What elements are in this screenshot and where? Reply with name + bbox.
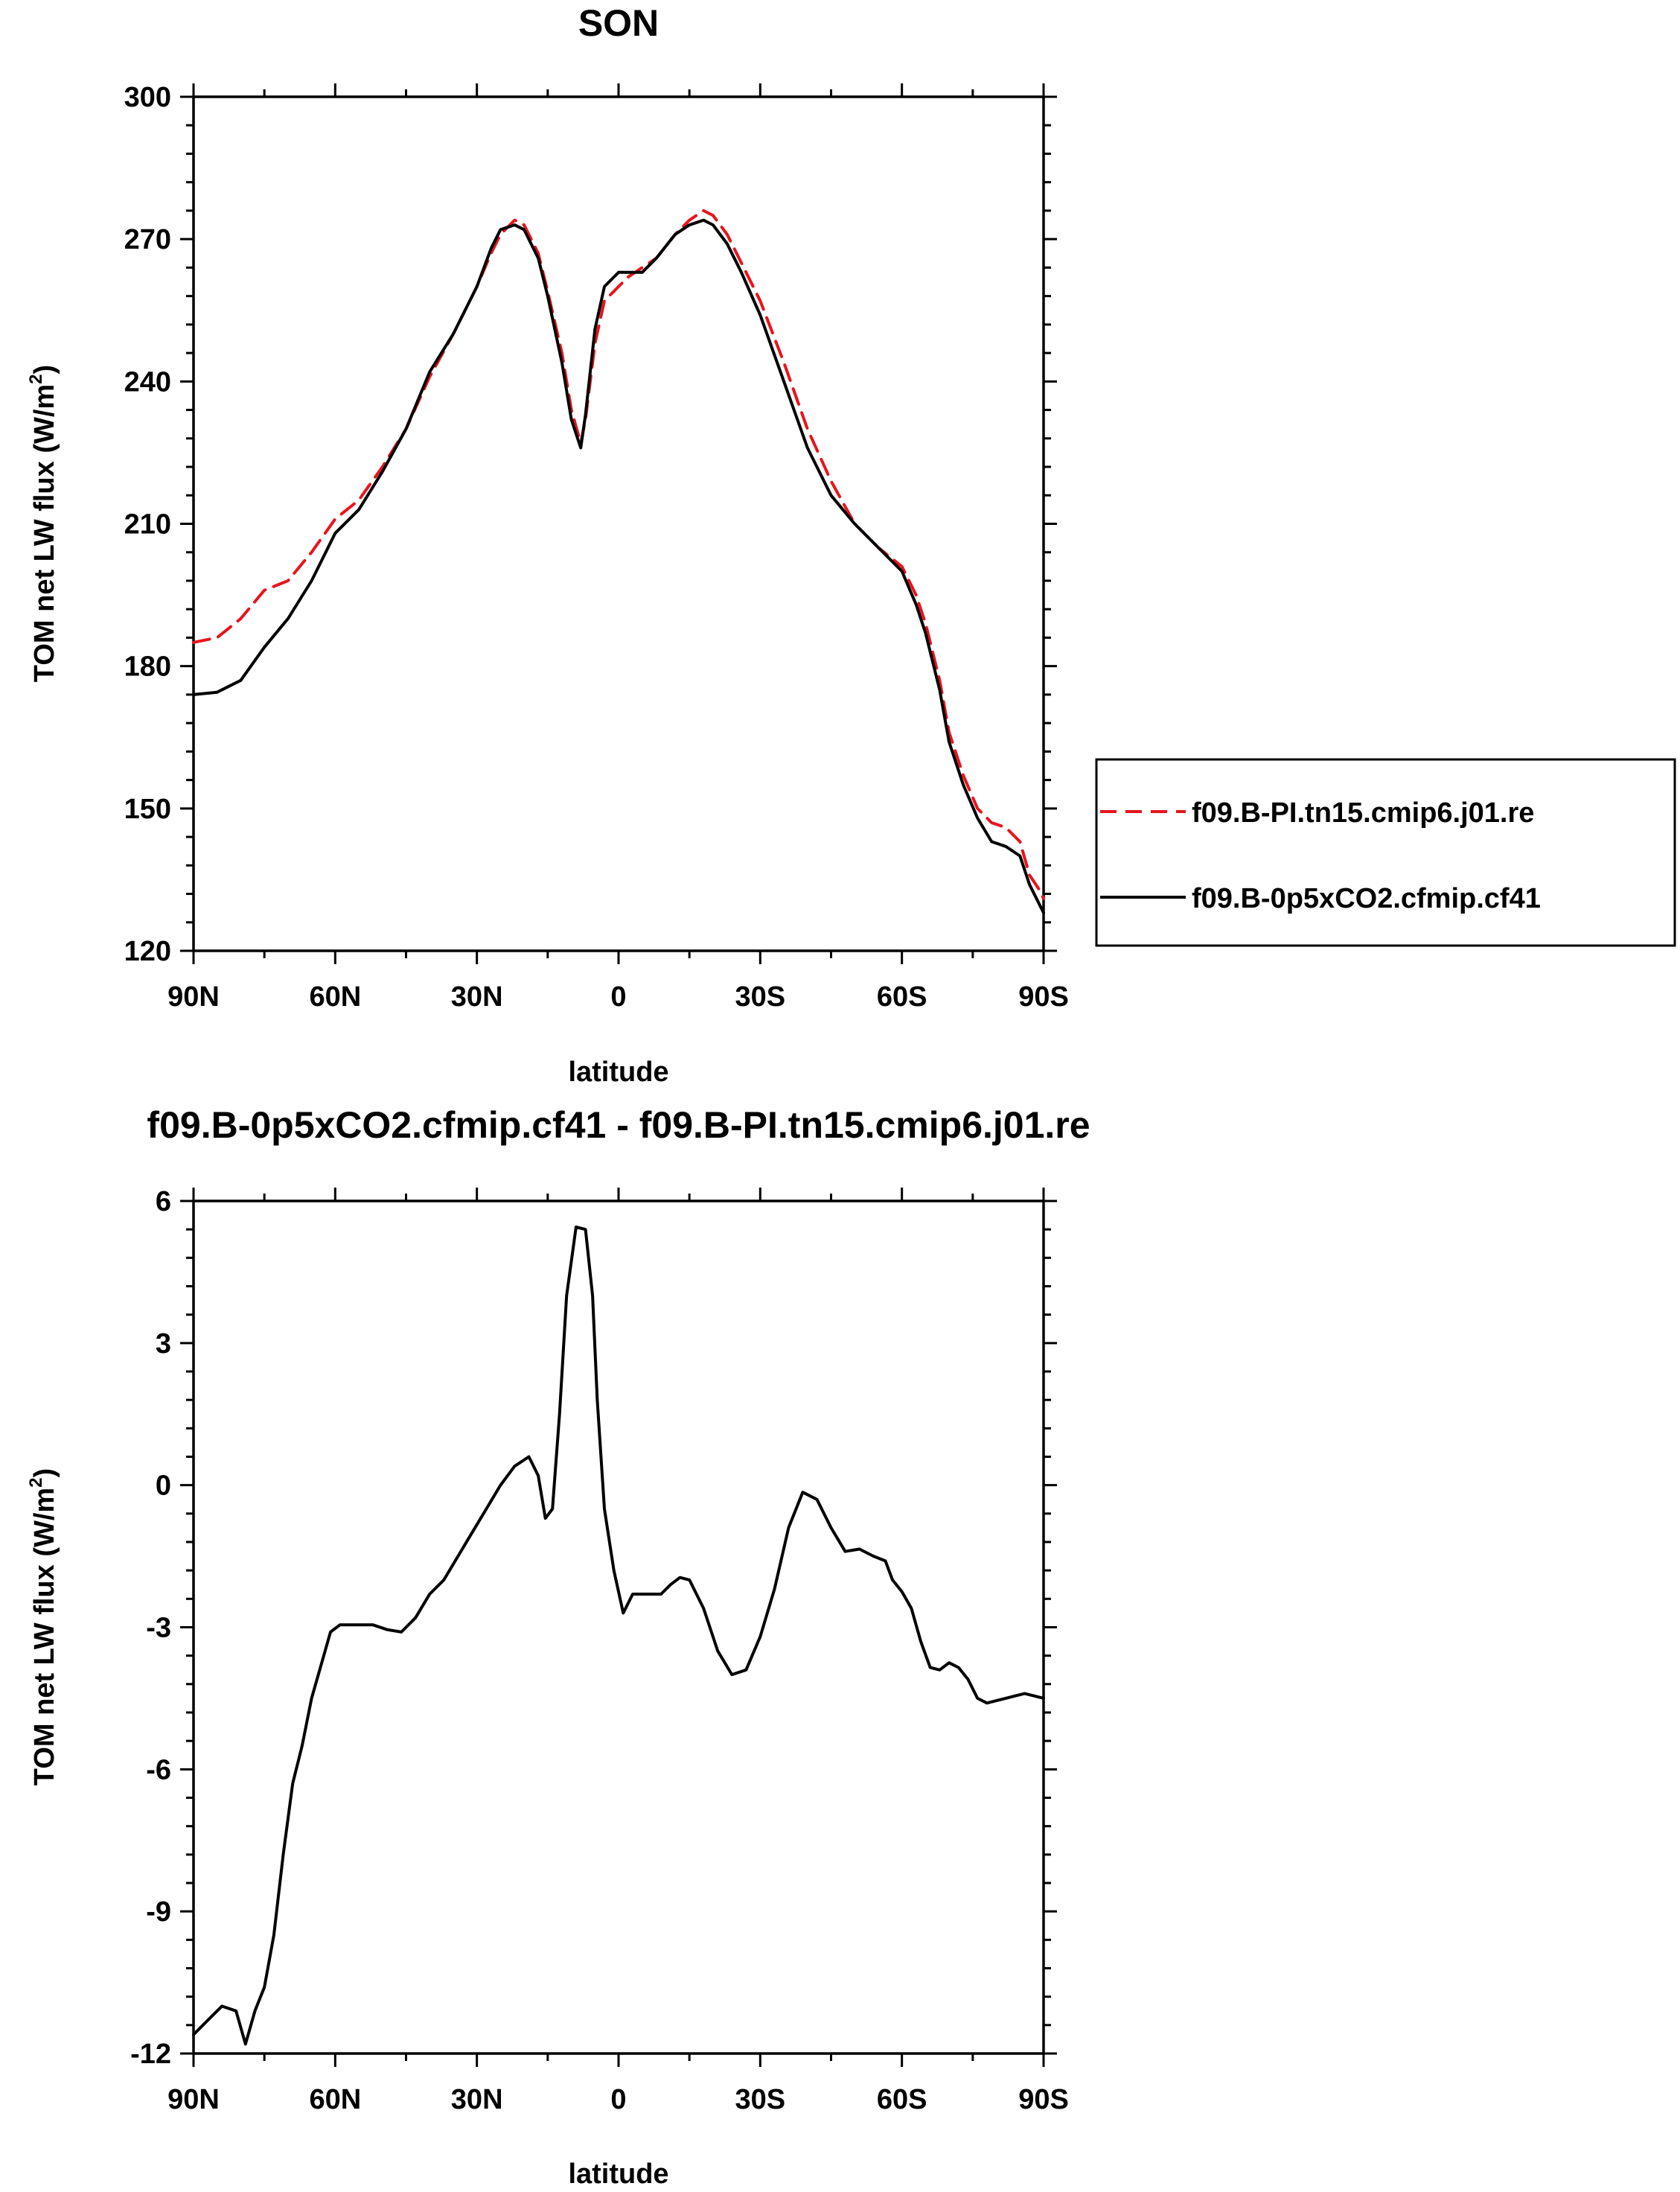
- x-tick-label-bottom: 60N: [309, 2084, 361, 2115]
- y-axis-label-top-sup: 2: [26, 374, 46, 383]
- legend-box: [1095, 758, 1676, 947]
- series-lines-bottom: [192, 1226, 1045, 2046]
- x-axis-label-top: latitude: [568, 1057, 668, 1088]
- ticks-bottom: 90N 60N 30N 0 30S 60S 90S -12 -9 -6 -3 0 3 6: [130, 1186, 1069, 2115]
- series-lines-top: [192, 208, 1045, 914]
- chart-title-top: SON: [578, 2, 659, 44]
- x-tick-label-top: 30N: [451, 981, 503, 1013]
- y-tick-label-top: 150: [124, 794, 171, 825]
- x-tick-label-top: 0: [610, 981, 626, 1013]
- y-tick-label-bottom: -9: [146, 1896, 171, 1928]
- x-tick-label-top: 90S: [1018, 981, 1069, 1013]
- y-tick-label-top: 240: [124, 366, 171, 398]
- y-tick-label-top: 120: [124, 936, 171, 967]
- y-axis-label-top: TOM net LW flux (W/m2): [26, 365, 60, 682]
- x-tick-label-bottom: 30N: [451, 2084, 503, 2115]
- y-tick-label-bottom: -3: [146, 1613, 171, 1644]
- y-tick-label-top: 180: [124, 651, 171, 683]
- x-tick-label-top: 60N: [309, 981, 361, 1013]
- x-tick-label-bottom: 0: [610, 2084, 626, 2115]
- y-tick-label-bottom: 6: [156, 1186, 171, 1217]
- x-tick-label-top: 30S: [735, 981, 786, 1013]
- x-axis-label-bottom: latitude: [568, 2158, 668, 2190]
- y-axis-label-bottom-sup: 2: [26, 1477, 46, 1487]
- y-tick-label-bottom: 0: [156, 1471, 171, 1502]
- y-tick-label-top: 300: [124, 82, 171, 113]
- y-axis-label-bottom-main: TOM net LW flux (W/m: [29, 1488, 60, 1785]
- x-tick-label-bottom: 90S: [1018, 2084, 1069, 2115]
- y-tick-label-top: 270: [124, 224, 171, 255]
- legend-label-series-1: f09.B-PI.tn15.cmip6.j01.re: [1192, 797, 1534, 829]
- legend-label-series-2: f09.B-0p5xCO2.cfmip.cf41: [1192, 883, 1541, 914]
- x-tick-label-top: 60S: [877, 981, 927, 1013]
- x-tick-label-bottom: 90N: [167, 2084, 220, 2115]
- y-tick-label-top: 210: [124, 509, 171, 541]
- plot-frame-top: [192, 95, 1045, 952]
- series-line-bottom-1: [192, 1226, 1045, 2046]
- y-tick-label-bottom: -12: [130, 2039, 171, 2070]
- ticks-top: 90N 60N 30N 0 30S 60S 90S 120 150 180 210 240 270 300: [124, 82, 1069, 1013]
- y-axis-label-bottom: TOM net LW flux (W/m2): [26, 1468, 60, 1785]
- chart-title-bottom: f09.B-0p5xCO2.cfmip.cf41 - f09.B-PI.tn15…: [147, 1104, 1090, 1146]
- y-tick-label-bottom: 3: [156, 1328, 171, 1360]
- y-tick-label-bottom: -6: [146, 1754, 171, 1785]
- x-tick-label-top: 90N: [167, 981, 220, 1013]
- y-axis-label-top-close: ): [29, 365, 60, 375]
- y-axis-label-bottom-close: ): [29, 1468, 60, 1478]
- series-line-top-1: [192, 208, 1045, 900]
- panel-top: SON 90N 60N 30N 0 30S 60S 90S 120 150 180 210 240 27…: [26, 2, 1676, 1088]
- panel-bottom: f09.B-0p5xCO2.cfmip.cf41 - f09.B-PI.tn15…: [26, 1104, 1090, 2190]
- y-axis-label-top-main: TOM net LW flux (W/m: [29, 384, 60, 682]
- x-tick-label-bottom: 60S: [877, 2084, 927, 2115]
- legend: f09.B-PI.tn15.cmip6.j01.re f09.B-0p5xCO2…: [1095, 758, 1676, 947]
- x-tick-label-bottom: 30S: [735, 2084, 786, 2115]
- series-line-top-2: [192, 218, 1045, 914]
